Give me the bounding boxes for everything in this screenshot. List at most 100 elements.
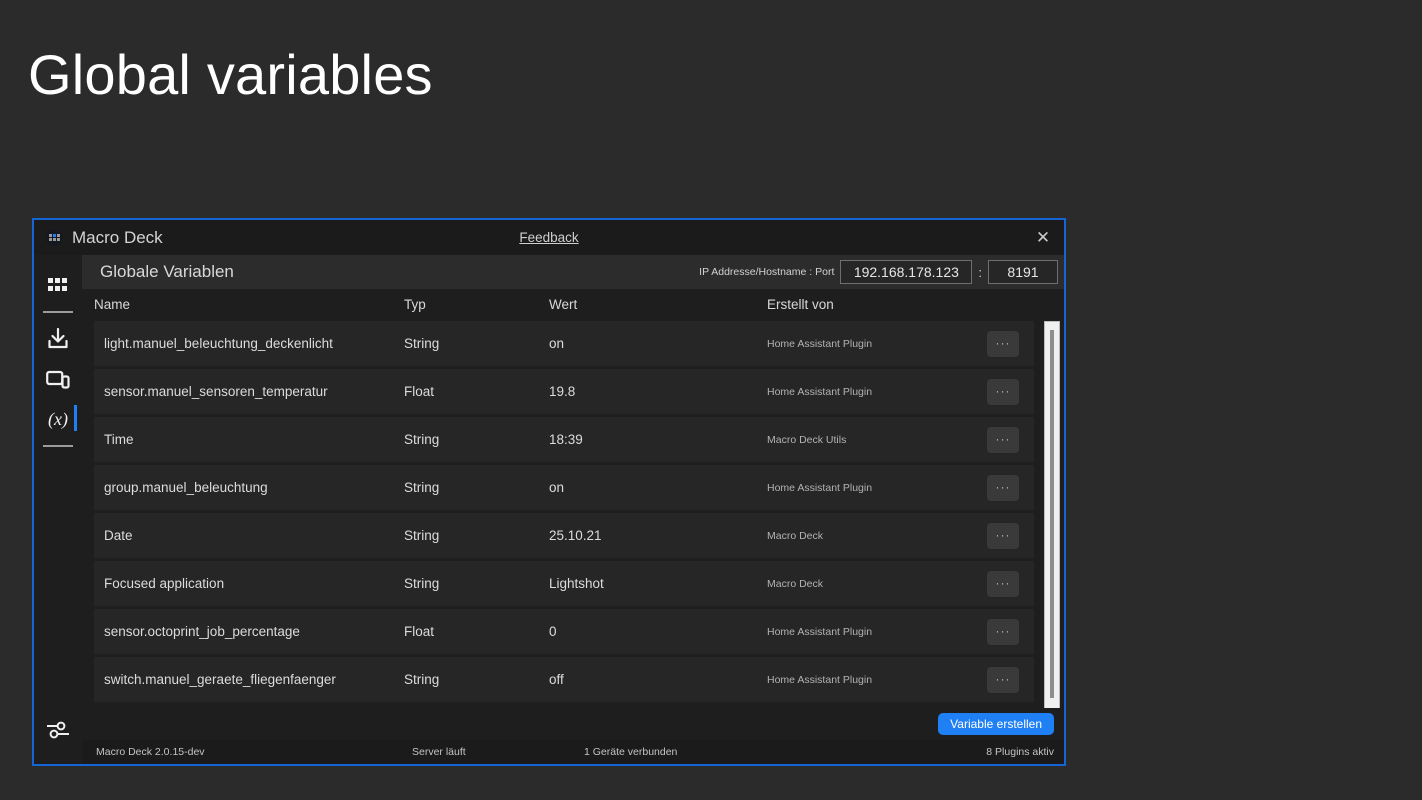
sliders-icon [47,721,69,739]
row-menu-button[interactable]: ··· [987,618,1019,645]
cell-variable-name: sensor.octoprint_job_percentage [104,624,300,639]
cell-actions: ··· [972,474,1034,501]
download-icon [48,328,68,349]
ip-address-input[interactable]: 192.168.178.123 [840,260,973,284]
cell-created-by: Macro Deck Utils [767,433,847,446]
page-heading: Globale Variablen [100,262,234,281]
table-row[interactable]: Time String 18:39 Macro Deck Utils ··· [94,417,1034,462]
row-menu-button[interactable]: ··· [987,474,1019,501]
sidebar-item-settings[interactable] [36,710,80,750]
close-icon[interactable]: ✕ [1035,228,1051,247]
devices-icon [46,370,70,389]
sidebar-item-downloads[interactable] [36,319,80,359]
cell-variable-type: String [404,528,440,543]
feedback-link[interactable]: Feedback [519,230,579,245]
grid-icon [48,278,67,291]
status-bar: Macro Deck 2.0.15-dev Server läuft 1 Ger… [82,740,1064,764]
scrollbar-thumb[interactable] [1050,330,1054,698]
cell-variable-name: light.manuel_beleuchtung_deckenlicht [104,336,333,351]
status-version: Macro Deck 2.0.15-dev [96,746,205,758]
page-title: Global variables [28,43,433,106]
status-devices: 1 Geräte verbunden [584,746,678,758]
connection-separator: : [978,264,982,280]
vertical-scrollbar[interactable] [1044,321,1060,708]
sidebar-item-devices[interactable] [36,359,80,399]
cell-variable-value: on [549,480,565,495]
window-body: (x) Globale Variablen [34,255,1064,764]
row-menu-button[interactable]: ··· [987,570,1019,597]
cell-variable-value: on [549,336,565,351]
cell-actions: ··· [972,378,1034,405]
table-row[interactable]: group.manuel_beleuchtung String on Home Ass… [94,465,1034,510]
cell-created-by: Macro Deck [767,577,824,590]
create-variable-button[interactable]: Variable erstellen [938,713,1054,735]
macro-deck-window: Macro Deck Feedback ✕ [32,218,1066,766]
row-menu-button[interactable]: ··· [987,330,1019,357]
cell-variable-name: Focused application [104,576,225,591]
row-menu-button[interactable]: ··· [987,426,1019,453]
window-titlebar[interactable]: Macro Deck Feedback ✕ [34,220,1064,255]
cell-variable-value: 0 [549,624,557,639]
column-header-typ: Typ [404,296,426,312]
column-header-erstellt-von: Erstellt von [767,296,834,312]
cell-created-by: Home Assistant Plugin [767,337,873,350]
table-row[interactable]: switch.manuel_geraete_fliegenfaenger Stri… [94,657,1034,702]
column-header-wert: Wert [549,296,578,312]
cell-variable-type: Float [404,624,435,639]
content-header: Globale Variablen IP Addresse/Hostname :… [82,255,1064,289]
cell-created-by: Home Assistant Plugin [767,481,873,494]
sidebar-divider-1 [43,311,73,313]
cell-variable-name: group.manuel_beleuchtung [104,480,268,495]
cell-variable-name: switch.manuel_geraete_fliegenfaenger [104,672,336,687]
sidebar-item-decks[interactable] [36,265,80,305]
status-server: Server läuft [412,746,466,758]
sidebar-item-variables[interactable]: (x) [36,399,80,439]
variables-icon: (x) [48,408,68,429]
footer-actions: Variable erstellen [82,708,1064,740]
row-menu-button[interactable]: ··· [987,666,1019,693]
cell-created-by: Home Assistant Plugin [767,673,873,686]
cell-variable-type: String [404,432,440,447]
cell-actions: ··· [972,426,1034,453]
cell-variable-name: Date [104,528,133,543]
connection-label: IP Addresse/Hostname : Port [699,266,835,278]
cell-actions: ··· [972,522,1034,549]
table-wrapper: light.manuel_beleuchtung_deckenlicht Stri… [82,319,1064,708]
cell-actions: ··· [972,618,1034,645]
cell-actions: ··· [972,330,1034,357]
table-row[interactable]: Date String 25.10.21 Macro Deck ··· [94,513,1034,558]
row-menu-button[interactable]: ··· [987,378,1019,405]
cell-created-by: Home Assistant Plugin [767,625,873,638]
variables-table: light.manuel_beleuchtung_deckenlicht Stri… [94,319,1034,702]
content-area: Globale Variablen IP Addresse/Hostname :… [82,255,1064,764]
cell-variable-type: String [404,576,440,591]
table-column-headers: Name Typ Wert Erstellt von [82,289,1064,319]
table-row[interactable]: sensor.manuel_sensoren_temperatur Float 19… [94,369,1034,414]
sidebar-bottom [36,710,80,764]
window-title: Macro Deck [72,227,163,247]
cell-created-by: Home Assistant Plugin [767,385,873,398]
column-header-name: Name [94,296,131,312]
cell-variable-value: 18:39 [549,432,583,447]
cell-variable-name: Time [104,432,134,447]
cell-actions: ··· [972,570,1034,597]
cell-actions: ··· [972,666,1034,693]
cell-variable-type: String [404,480,440,495]
cell-variable-value: 25.10.21 [549,528,602,543]
row-menu-button[interactable]: ··· [987,522,1019,549]
sidebar: (x) [34,255,82,764]
table-row[interactable]: light.manuel_beleuchtung_deckenlicht Stri… [94,321,1034,366]
table-row[interactable]: sensor.octoprint_job_percentage Float 0 Hom… [94,609,1034,654]
cell-variable-value: Lightshot [549,576,604,591]
connection-group: IP Addresse/Hostname : Port 192.168.178.… [699,260,1058,284]
cell-variable-value: off [549,672,564,687]
cell-variable-type: String [404,672,440,687]
sidebar-selection-indicator [74,405,77,431]
cell-variable-type: Float [404,384,435,399]
cell-variable-name: sensor.manuel_sensoren_temperatur [104,384,328,399]
table-row[interactable]: Focused application String Lightshot Macro … [94,561,1034,606]
macro-deck-logo-icon [46,229,62,246]
status-plugins: 8 Plugins aktiv [986,746,1054,758]
cell-variable-type: String [404,336,440,351]
port-input[interactable]: 8191 [988,260,1058,284]
